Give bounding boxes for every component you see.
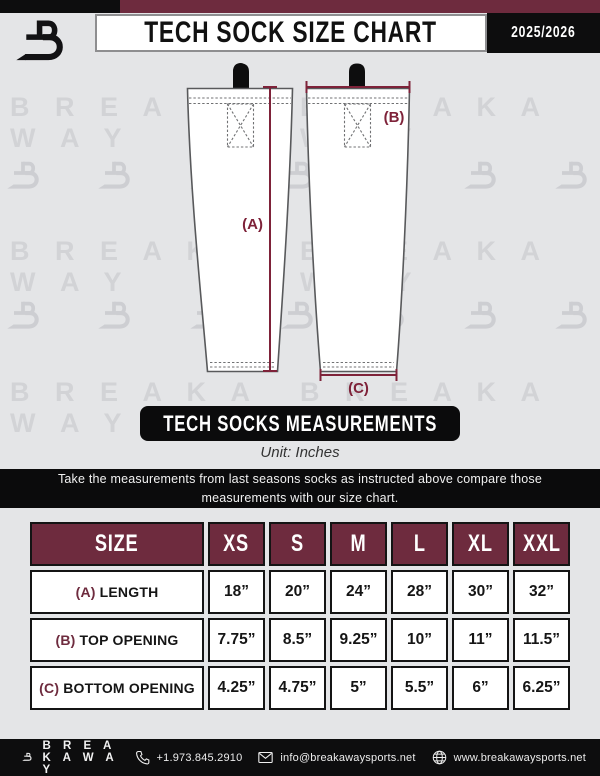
measurements-banner-title: TECH SOCKS MEASUREMENTS bbox=[163, 410, 437, 436]
cell-top-l: 10” bbox=[391, 618, 448, 662]
cell-length-s: 20” bbox=[269, 570, 326, 614]
instruction-line-1: Take the measurements from last seasons … bbox=[57, 472, 543, 487]
top-strip-black bbox=[0, 0, 120, 13]
cell-top-xxl: 11.5” bbox=[513, 618, 570, 662]
top-strip-maroon bbox=[120, 0, 600, 13]
measure-c-line bbox=[319, 369, 398, 381]
unit-note: Unit: Inches bbox=[260, 444, 340, 461]
sock-body bbox=[186, 87, 294, 373]
table-row-top-opening: (B) TOP OPENING 7.75” 8.5” 9.25” 10” 11” … bbox=[30, 618, 570, 662]
season-badge: 2025/2026 bbox=[487, 13, 600, 53]
right-sock-back-view: (B) (C) bbox=[305, 63, 411, 397]
measure-c-label: (C) bbox=[348, 380, 369, 397]
footer-phone: +1.973.845.2910 bbox=[135, 750, 243, 765]
measure-b-line bbox=[305, 81, 411, 93]
row-label-top-opening: (B) TOP OPENING bbox=[30, 618, 204, 662]
sock-stitch-lines bbox=[308, 97, 408, 368]
cell-length-xxl: 32” bbox=[513, 570, 570, 614]
table-row-length: (A) LENGTH 18” 20” 24” 28” 30” 32” bbox=[30, 570, 570, 614]
column-header-xl: XL bbox=[452, 522, 509, 566]
cell-bottom-l: 5.5” bbox=[391, 666, 448, 710]
page-title: TECH SOCK SIZE CHART bbox=[144, 16, 438, 49]
cell-top-m: 9.25” bbox=[330, 618, 387, 662]
cell-bottom-m: 5” bbox=[330, 666, 387, 710]
sock-measurement-diagram: (A) (B) bbox=[186, 63, 411, 397]
sock-hanger-tab bbox=[349, 63, 365, 88]
footer-bar: B R E A K A W A Y +1.973.845.2910 info@b… bbox=[0, 739, 600, 776]
cell-bottom-s: 4.75” bbox=[269, 666, 326, 710]
measure-a-line bbox=[263, 86, 277, 372]
column-header-size: SIZE bbox=[30, 522, 204, 566]
column-header-xs: XS bbox=[208, 522, 265, 566]
cell-bottom-xl: 6” bbox=[452, 666, 509, 710]
cell-length-xs: 18” bbox=[208, 570, 265, 614]
footer-website: www.breakawaysports.net bbox=[432, 750, 586, 765]
cell-length-m: 24” bbox=[330, 570, 387, 614]
column-header-l: L bbox=[391, 522, 448, 566]
measure-a-label: (A) bbox=[242, 216, 263, 233]
row-label-length: (A) LENGTH bbox=[30, 570, 204, 614]
cell-top-xs: 7.75” bbox=[208, 618, 265, 662]
cell-bottom-xxl: 6.25” bbox=[513, 666, 570, 710]
cell-top-xl: 11” bbox=[452, 618, 509, 662]
column-header-m: M bbox=[330, 522, 387, 566]
globe-icon bbox=[432, 750, 446, 765]
footer-website-url: www.breakawaysports.net bbox=[453, 751, 586, 764]
table-header-row: SIZE XS S M L XL XXL bbox=[30, 522, 570, 566]
measure-b-label: (B) bbox=[384, 109, 405, 126]
watermark-word: B R E A K A W A Y bbox=[10, 377, 259, 438]
instruction-bar: Take the measurements from last seasons … bbox=[0, 469, 600, 508]
phone-icon bbox=[135, 750, 149, 765]
cell-top-s: 8.5” bbox=[269, 618, 326, 662]
table-row-bottom-opening: (C) BOTTOM OPENING 4.25” 4.75” 5” 5.5” 6”… bbox=[30, 666, 570, 710]
column-header-s: S bbox=[269, 522, 326, 566]
cell-bottom-xs: 4.25” bbox=[208, 666, 265, 710]
instruction-line-2: measurements with our size chart. bbox=[201, 490, 399, 505]
column-header-xxl: XXL bbox=[513, 522, 570, 566]
sock-stitch-lines bbox=[189, 97, 291, 368]
measurements-banner: TECH SOCKS MEASUREMENTS bbox=[140, 406, 460, 441]
size-chart-table: SIZE XS S M L XL XXL (A) LENGTH 18” 20” 2… bbox=[26, 518, 574, 714]
row-label-bottom-opening: (C) BOTTOM OPENING bbox=[30, 666, 204, 710]
footer-email-address: info@breakawaysports.net bbox=[280, 751, 416, 764]
footer-brand-name: B R E A K A W A Y bbox=[42, 739, 118, 776]
footer-email: info@breakawaysports.net bbox=[258, 750, 415, 765]
email-icon bbox=[258, 751, 274, 764]
left-sock-front-view: (A) bbox=[186, 63, 294, 373]
cell-length-l: 28” bbox=[391, 570, 448, 614]
sock-body bbox=[305, 87, 411, 373]
footer-breakaway-monogram-icon bbox=[22, 746, 34, 770]
footer-phone-number: +1.973.845.2910 bbox=[156, 751, 243, 764]
title-band: TECH SOCK SIZE CHART bbox=[95, 14, 487, 52]
season-label: 2025/2026 bbox=[511, 24, 576, 41]
cell-length-xl: 30” bbox=[452, 570, 509, 614]
sock-hanger-tab bbox=[233, 63, 249, 88]
